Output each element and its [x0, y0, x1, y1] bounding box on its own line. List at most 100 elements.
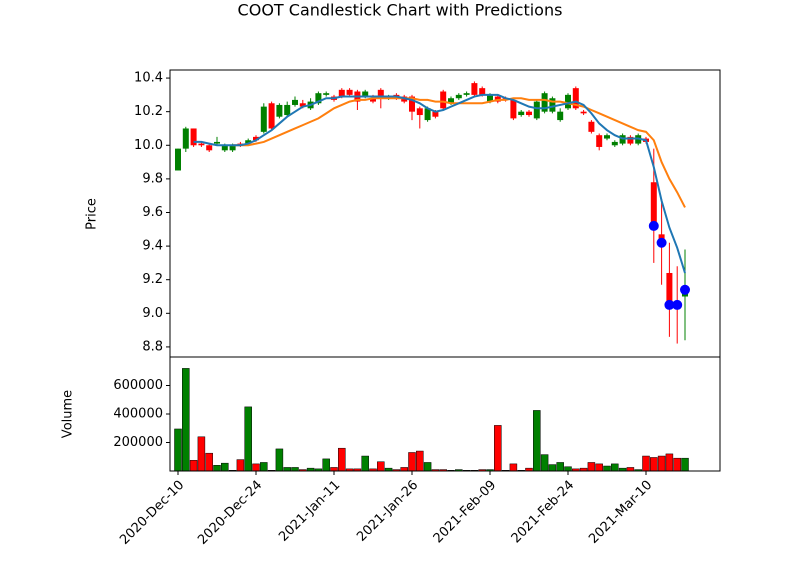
volume-bar: [564, 466, 572, 472]
candle-body: [338, 89, 345, 97]
candle-body: [510, 99, 517, 119]
chart-title: COOT Candlestick Chart with Predictions: [238, 1, 563, 20]
volume-bar: [540, 454, 549, 472]
candle-body: [253, 136, 259, 141]
y-axis-label: Volume: [61, 390, 76, 438]
y-tick-label: 10.2: [134, 104, 163, 119]
volume-bar: [400, 467, 408, 472]
candle-body: [448, 98, 454, 104]
candle-body: [284, 104, 291, 116]
candle-body: [370, 98, 376, 102]
prediction-point: [672, 299, 683, 310]
candle-body: [596, 135, 603, 147]
candle-body: [268, 103, 275, 129]
x-tick-label: 2020-Dec-10: [117, 478, 187, 548]
volume-bar: [657, 455, 666, 472]
candle-body: [541, 93, 548, 112]
candle-body: [658, 234, 665, 240]
y-tick-label: 200000: [113, 435, 163, 450]
y-tick-label: 600000: [113, 378, 163, 393]
candle-body: [588, 121, 595, 132]
volume-bar: [322, 458, 330, 472]
volume-bar: [338, 447, 346, 472]
volume-bar: [275, 448, 284, 472]
volume-bar: [377, 461, 385, 472]
candle-body: [549, 98, 556, 112]
volume-bar: [548, 464, 557, 472]
candle-body: [580, 111, 587, 114]
y-axis-label: Price: [85, 198, 100, 230]
volume-bar: [236, 459, 245, 472]
candle-body: [440, 91, 447, 109]
volume-bar: [681, 457, 689, 472]
candle-body: [315, 93, 322, 104]
volume-bar: [509, 463, 518, 472]
x-tick-label: 2021-Jan-26: [354, 478, 421, 545]
volume-bar: [626, 467, 635, 472]
x-tick-label: 2021-Feb-09: [431, 478, 500, 547]
volume-bar: [650, 457, 658, 472]
volume-bar: [416, 450, 424, 472]
candle-body: [206, 145, 213, 151]
candle-body: [409, 96, 415, 112]
axes-frame: [169, 356, 721, 472]
candle-body: [362, 91, 369, 97]
candle-body: [292, 99, 298, 105]
moving-average-line: [193, 93, 686, 274]
prediction-point: [664, 299, 675, 310]
candle-body: [432, 111, 439, 117]
candle-body: [463, 93, 470, 95]
volume-bar: [174, 428, 182, 472]
volume-bar: [182, 368, 190, 472]
candle-body: [611, 141, 618, 146]
volume-bar: [642, 455, 650, 472]
volume-bar: [587, 462, 596, 472]
volume-bar: [291, 467, 299, 472]
axes-frame: [169, 69, 721, 358]
y-tick-label: 9.8: [142, 171, 163, 186]
volume-bar: [595, 463, 603, 472]
candle-body: [416, 108, 423, 116]
candle-body: [518, 111, 525, 116]
volume-bar: [221, 462, 229, 472]
volume-bar: [603, 465, 611, 472]
candle-body: [572, 88, 579, 109]
candle-body: [604, 135, 610, 139]
candle-body: [190, 128, 197, 146]
y-tick-label: 400000: [113, 407, 163, 422]
y-tick-label: 9.0: [142, 306, 163, 321]
y-tick-label: 9.6: [142, 205, 163, 220]
y-tick-label: 9.4: [142, 239, 163, 254]
candle-body: [455, 94, 462, 99]
volume-bar: [189, 460, 198, 472]
volume-bar: [330, 467, 338, 472]
candle-body: [198, 143, 205, 146]
candle-body: [533, 101, 540, 119]
volume-bar: [408, 452, 416, 472]
candle-body: [346, 89, 353, 95]
y-tick-label: 9.2: [142, 272, 163, 287]
volume-bar: [244, 406, 252, 472]
volume-bar: [665, 453, 674, 472]
candle-body: [377, 89, 384, 99]
candle-body: [479, 88, 486, 95]
volume-bar: [283, 467, 291, 472]
y-tick-label: 8.8: [142, 339, 163, 354]
candle-body: [182, 128, 189, 149]
volume-bar: [197, 436, 206, 472]
candle-body: [299, 103, 306, 107]
volume-bar: [260, 462, 268, 472]
prediction-point: [656, 237, 667, 248]
candle-body: [424, 108, 431, 121]
candle-body: [666, 272, 673, 305]
x-tick-label: 2020-Dec-24: [195, 478, 265, 548]
prediction-point: [648, 220, 659, 231]
volume-bar: [494, 425, 502, 472]
x-tick-label: 2021-Mar-10: [586, 478, 655, 547]
candle-body: [245, 140, 252, 144]
candle-body: [487, 94, 493, 102]
candle-body: [260, 106, 267, 132]
y-tick-label: 10.4: [134, 71, 163, 86]
candle-body: [229, 145, 236, 151]
volume-bar: [252, 463, 260, 472]
